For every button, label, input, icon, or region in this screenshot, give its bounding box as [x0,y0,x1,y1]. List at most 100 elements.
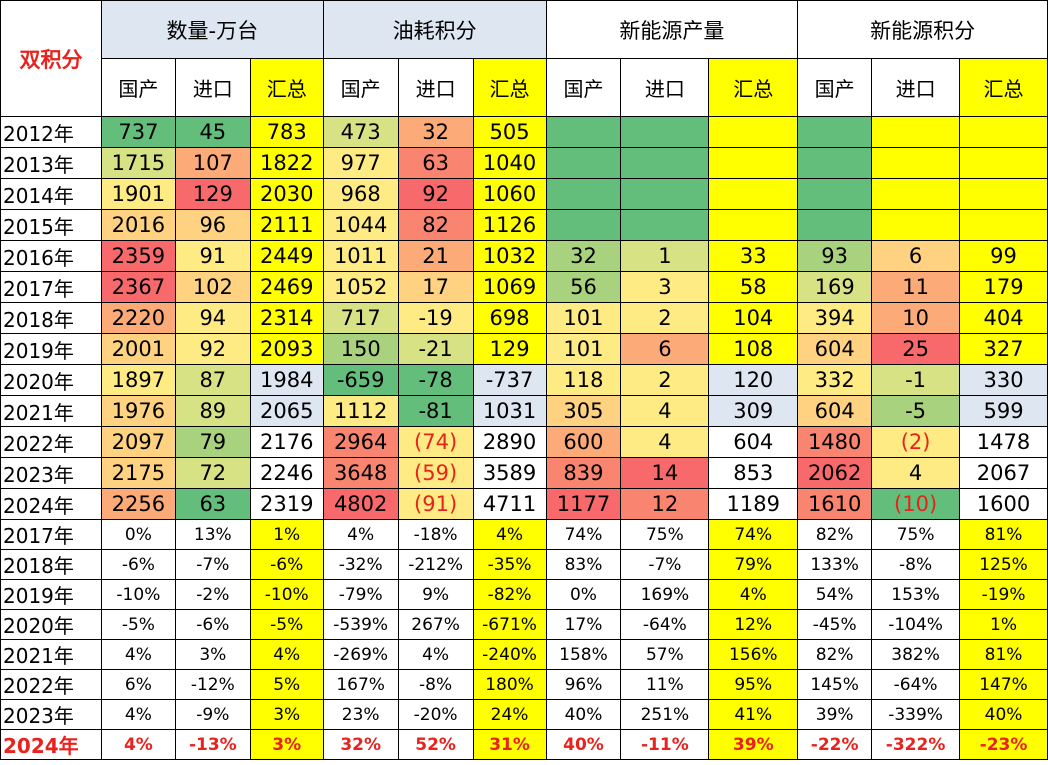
growth-cell: -32% [322,549,399,580]
growth-cell: -322% [871,729,961,760]
growth-cell: 5% [249,669,324,700]
value-cell: 2030 [249,178,324,210]
value-cell: 394 [797,302,873,334]
growth-cell: 4% [397,639,474,670]
value-cell: 150 [322,333,399,365]
growth-cell: -339% [871,699,961,730]
year-cell: 2023年 [0,457,102,489]
growth-cell: -6% [100,549,176,580]
value-cell: 91 [174,240,251,272]
value-cell: 92 [397,178,474,210]
growth-cell: 31% [472,729,547,760]
growth-cell: 3% [174,639,251,670]
value-cell: 25 [871,333,961,365]
value-cell: 32 [545,240,622,272]
value-row: 2023年 2175 72 2246 3648 (59) 3589 839 14 853 2062 4… [0,457,1048,489]
value-cell: 63 [174,488,251,520]
growth-cell: 1% [249,519,324,550]
growth-cell: -19% [959,579,1048,610]
value-cell: 2890 [472,426,547,458]
growth-cell: 169% [620,579,710,610]
growth-cell: 147% [959,669,1048,700]
value-cell: 4802 [322,488,399,520]
value-cell: -81 [397,395,474,427]
value-cell: 82 [397,209,474,241]
growth-cell: -10% [100,579,176,610]
value-row: 2017年 2367 102 2469 1052 17 1069 56 3 58 169 11 179 [0,271,1048,303]
growth-cell: -5% [249,609,324,640]
year-cell: 2024年 [0,729,102,760]
value-cell: (59) [397,457,474,489]
value-cell: 120 [708,364,799,396]
sub-header-total: 汇总 [249,58,324,117]
growth-row: 2023年 4% -9% 3% 23% -20% 24% 40% 251% 41% 39% -339%… [0,699,1048,730]
group-header-fuel-credits: 油耗积分 [322,0,547,59]
value-cell: 604 [708,426,799,458]
year-cell: 2013年 [0,147,102,179]
growth-cell: -6% [249,549,324,580]
value-cell: 2449 [249,240,324,272]
value-cell [871,178,961,210]
value-cell [620,178,710,210]
sub-header-domestic: 国产 [797,58,873,117]
value-cell [797,147,873,179]
value-cell: 63 [397,147,474,179]
value-cell: 2062 [797,457,873,489]
value-cell: 853 [708,457,799,489]
value-cell: 1600 [959,488,1048,520]
growth-cell: 52% [397,729,474,760]
year-cell: 2022年 [0,669,102,700]
value-row: 2024年 2256 63 2319 4802 (91) 4711 1177 12 1189 161… [0,488,1048,520]
growth-cell: 4% [100,699,176,730]
value-cell: 1897 [100,364,176,396]
growth-cell: -104% [871,609,961,640]
value-cell: 2001 [100,333,176,365]
growth-cell: 145% [797,669,873,700]
growth-cell: 96% [545,669,622,700]
year-cell: 2023年 [0,699,102,730]
value-cell: 977 [322,147,399,179]
year-cell: 2018年 [0,549,102,580]
growth-cell: -7% [620,549,710,580]
value-cell: 1189 [708,488,799,520]
growth-cell: 12% [708,609,799,640]
growth-cell: 81% [959,519,1048,550]
value-cell: 129 [472,333,547,365]
growth-cell: -11% [620,729,710,760]
value-cell: 118 [545,364,622,396]
growth-cell: -240% [472,639,547,670]
value-cell: 1822 [249,147,324,179]
value-cell [708,116,799,148]
growth-cell: -9% [174,699,251,730]
group-header-nev-production: 新能源产量 [545,0,799,59]
value-cell: 737 [100,116,176,148]
sub-header-import: 进口 [620,58,710,117]
value-cell [545,116,622,148]
value-cell [545,147,622,179]
growth-cell: -22% [797,729,873,760]
growth-cell: -79% [322,579,399,610]
value-cell: 11 [871,271,961,303]
year-cell: 2016年 [0,240,102,272]
growth-cell: 1% [959,609,1048,640]
growth-cell: -6% [174,609,251,640]
value-row: 2013年 1715 107 1822 977 63 1040 [0,147,1048,179]
growth-cell: 74% [708,519,799,550]
value-cell: 1011 [322,240,399,272]
value-cell: -19 [397,302,474,334]
value-cell: 2359 [100,240,176,272]
value-cell [545,178,622,210]
growth-cell: -8% [397,669,474,700]
sub-header-import: 进口 [397,58,474,117]
value-cell: 1112 [322,395,399,427]
group-header-nev-credits: 新能源积分 [797,0,1048,59]
value-cell [545,209,622,241]
year-cell: 2022年 [0,426,102,458]
value-cell: 1031 [472,395,547,427]
value-row: 2015年 2016 96 2111 1044 82 1126 [0,209,1048,241]
value-cell: 1177 [545,488,622,520]
growth-cell: -671% [472,609,547,640]
value-cell: 309 [708,395,799,427]
value-cell: 1052 [322,271,399,303]
value-cell: 6 [620,333,710,365]
